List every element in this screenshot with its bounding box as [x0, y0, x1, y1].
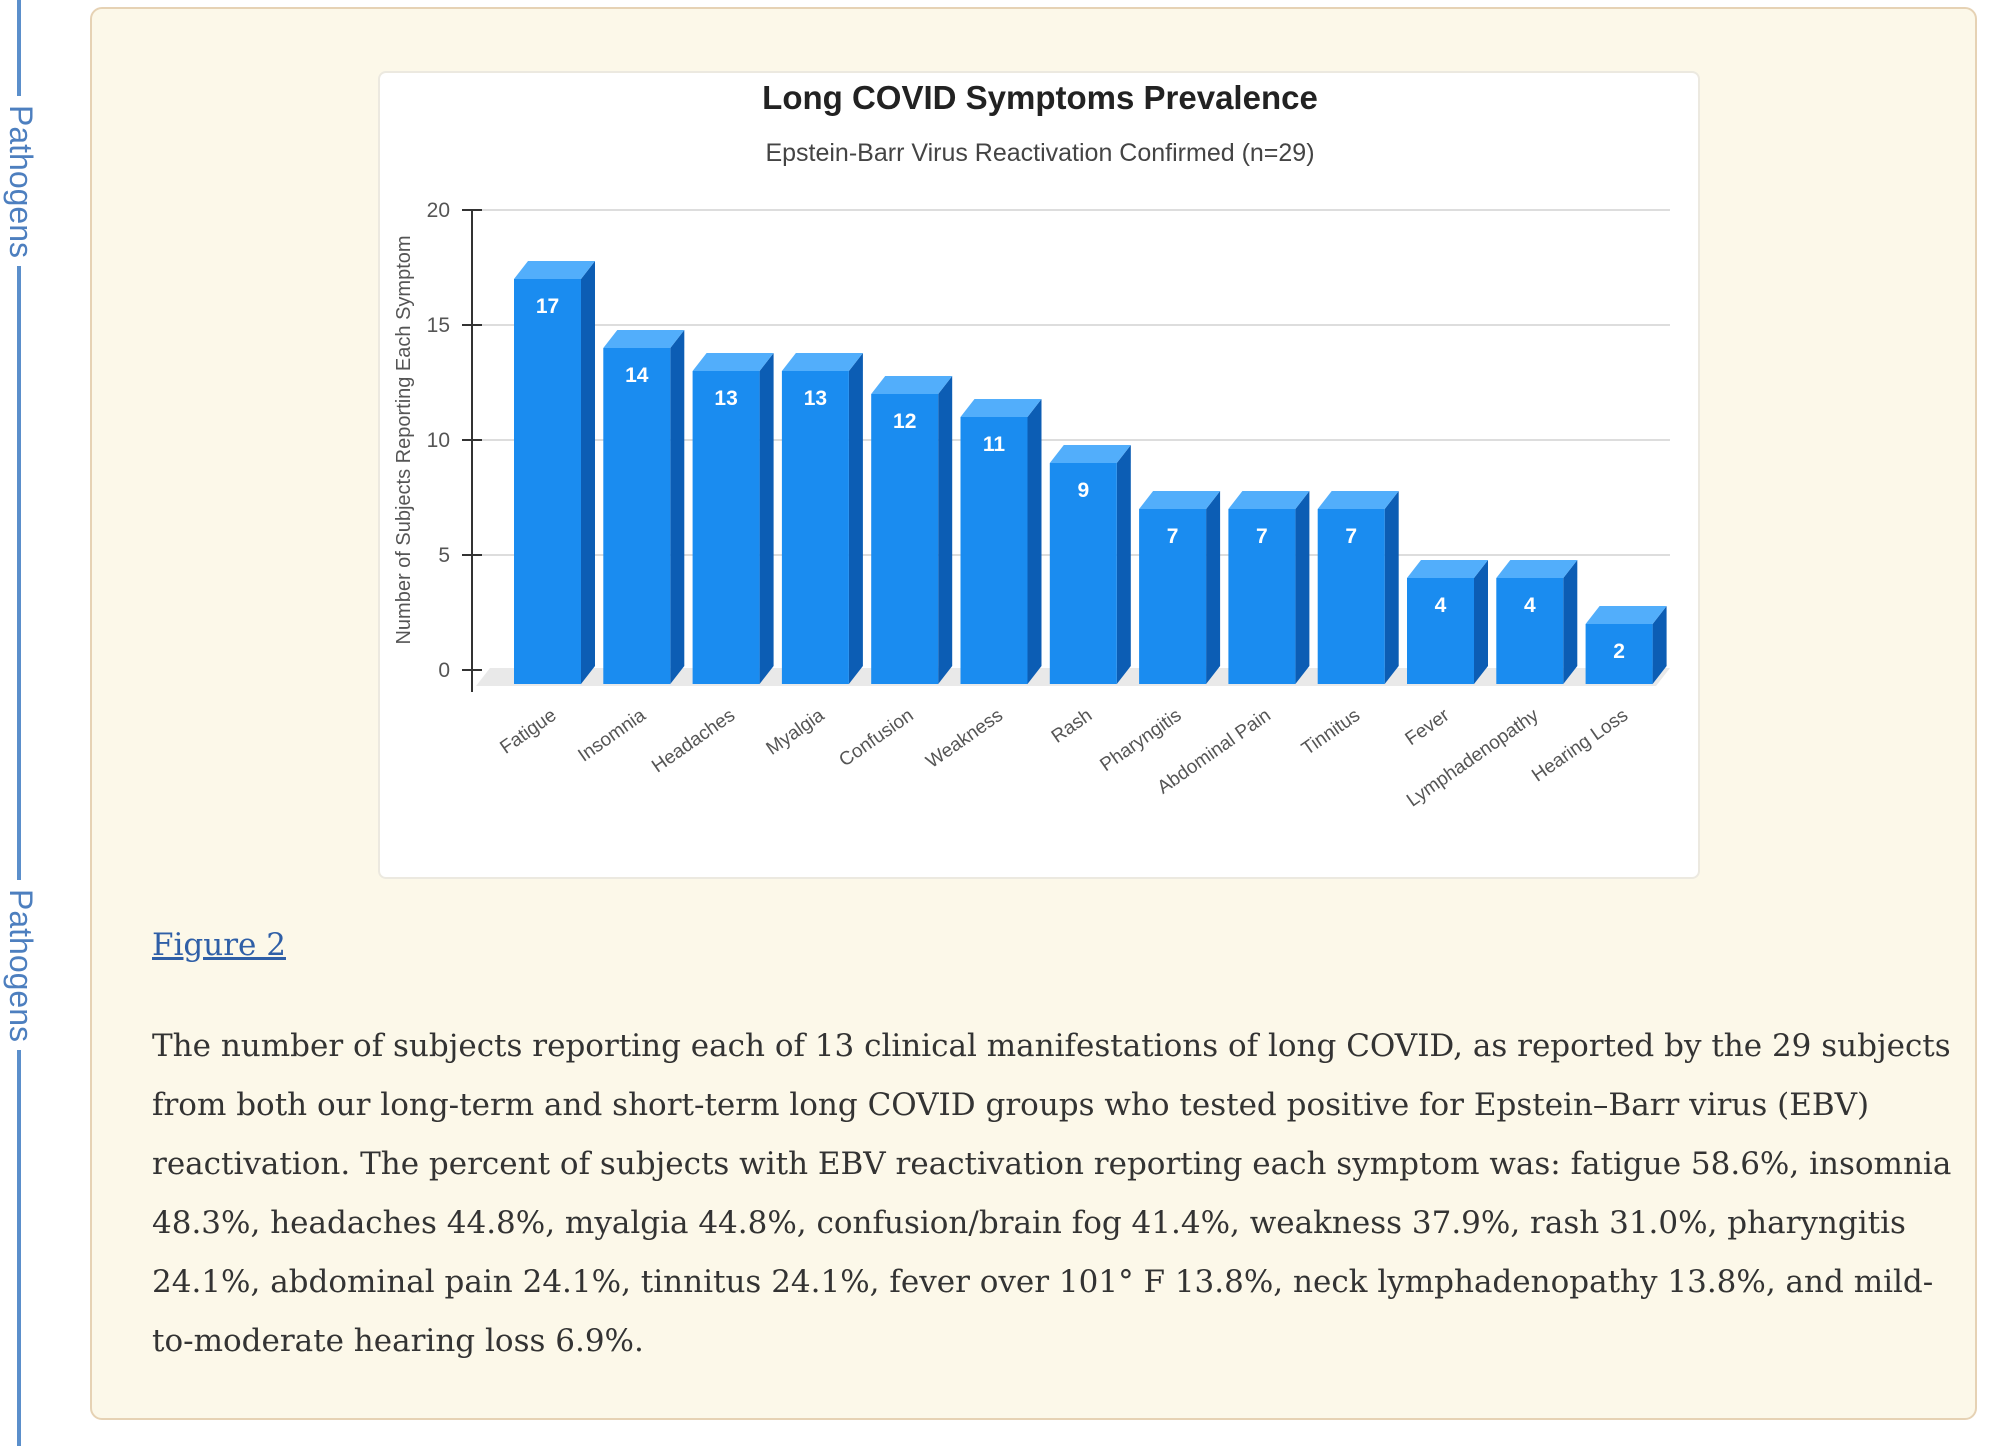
figure-link[interactable]: Figure 2 [152, 927, 286, 963]
bar-front [1496, 578, 1564, 684]
bar-top [1585, 606, 1667, 624]
y-tick-label: 20 [427, 199, 450, 222]
bar-chart: Long COVID Symptoms Prevalence Epstein-B… [393, 79, 1670, 812]
bar-fatigue: 17 [514, 261, 595, 684]
bar-side [1652, 606, 1667, 684]
bar-tinnitus: 7 [1317, 491, 1399, 684]
figure-card: Long COVID Symptoms Prevalence Epstein-B… [90, 7, 1977, 1420]
bar-top [1407, 560, 1488, 578]
bar-rash: 9 [1049, 445, 1131, 684]
bar-front [692, 371, 760, 684]
bar-data-label: 9 [1077, 479, 1089, 502]
bar-side [1027, 399, 1042, 684]
bar-data-label: 2 [1613, 640, 1625, 663]
x-tick-label: Myalgia [763, 705, 829, 760]
bar-front [781, 371, 849, 684]
sidebar-tab-label: Pathogens [2, 888, 39, 1042]
sidebar-tab-pathogens-bottom[interactable]: Pathogens [0, 880, 40, 1050]
x-tick-label: Headaches [648, 705, 739, 777]
bar-data-label: 14 [625, 364, 649, 387]
bar-fever: 4 [1407, 560, 1488, 684]
chart-title: Long COVID Symptoms Prevalence [762, 79, 1318, 116]
y-tick-label: 0 [438, 659, 450, 682]
bar-front [1317, 509, 1385, 684]
x-tick-label: Pharyngitis [1096, 705, 1185, 776]
chart-container: Long COVID Symptoms Prevalence Epstein-B… [378, 71, 1700, 879]
bar-confusion: 12 [871, 376, 953, 684]
bar-weakness: 11 [960, 399, 1042, 684]
sidebar-tab-pathogens-top[interactable]: Pathogens [0, 96, 40, 266]
chart-subtitle: Epstein-Barr Virus Reactivation Confirme… [765, 139, 1314, 167]
bar-side [938, 376, 953, 684]
y-axis-label: Number of Subjects Reporting Each Sympto… [393, 235, 415, 644]
x-tick-label: Tinnitus [1298, 705, 1364, 760]
bar-top [603, 330, 685, 348]
bar-front [1407, 578, 1474, 684]
bar-front [1049, 463, 1117, 684]
bar-data-label: 4 [1524, 594, 1536, 617]
bar-side [1295, 491, 1310, 684]
bar-lymphadenopathy: 4 [1496, 560, 1578, 684]
y-axis: 0 5 10 15 20 [427, 199, 482, 692]
bar-data-label: 11 [983, 433, 1006, 456]
x-tick-label: Insomnia [574, 705, 650, 767]
bar-front [603, 348, 671, 684]
sidebar-tab-label: Pathogens [2, 104, 39, 258]
bar-front [1585, 624, 1653, 684]
bar-data-label: 7 [1167, 525, 1179, 548]
bar-side [670, 330, 685, 684]
bar-data-label: 17 [536, 295, 559, 318]
bar-data-label: 7 [1256, 525, 1268, 548]
y-tick-label: 5 [438, 544, 450, 567]
bar-data-label: 12 [893, 410, 916, 433]
x-tick-label: Confusion [835, 705, 917, 771]
bar-abdominal-pain: 7 [1228, 491, 1310, 684]
figure-caption: The number of subjects reporting each of… [152, 1028, 1952, 1359]
bar-top [960, 399, 1042, 417]
bar-front [514, 279, 581, 684]
side-rail [17, 0, 21, 1446]
bar-side [1206, 491, 1221, 684]
bar-side [1116, 445, 1131, 684]
bar-side [759, 353, 774, 684]
bar-data-label: 13 [804, 387, 827, 410]
bar-side [1474, 560, 1488, 684]
bar-data-label: 13 [714, 387, 737, 410]
x-tick-label: Hearing Loss [1528, 705, 1632, 786]
bar-hearing-loss: 2 [1585, 606, 1667, 684]
x-tick-label: Weakness [922, 705, 1006, 773]
bar-top [692, 353, 774, 371]
bar-myalgia: 13 [781, 353, 863, 684]
bars: 17 14 13 13 12 11 9 7 7 7 4 4 2 [514, 261, 1667, 684]
bar-pharyngitis: 7 [1139, 491, 1221, 684]
bar-data-label: 4 [1435, 594, 1447, 617]
x-tick-label: Fever [1402, 705, 1454, 750]
bar-side [1563, 560, 1578, 684]
bar-insomnia: 14 [603, 330, 685, 684]
x-tick-label: Rash [1048, 705, 1096, 748]
bar-top [514, 261, 595, 279]
y-tick-label: 15 [427, 314, 450, 337]
bar-top [871, 376, 953, 394]
bar-side [1384, 491, 1399, 684]
y-tick-label: 10 [427, 429, 450, 452]
bar-side [581, 261, 595, 684]
x-tick-label: Fatigue [496, 705, 560, 759]
bar-front [1139, 509, 1207, 684]
bar-front [960, 417, 1028, 684]
bar-top [1496, 560, 1578, 578]
bar-data-label: 7 [1345, 525, 1357, 548]
bar-top [1139, 491, 1221, 509]
bar-top [781, 353, 863, 371]
bar-headaches: 13 [692, 353, 774, 684]
bar-top [1317, 491, 1399, 509]
bar-side [848, 353, 863, 684]
bar-front [871, 394, 939, 684]
bar-top [1049, 445, 1131, 463]
bar-front [1228, 509, 1296, 684]
bar-top [1228, 491, 1310, 509]
